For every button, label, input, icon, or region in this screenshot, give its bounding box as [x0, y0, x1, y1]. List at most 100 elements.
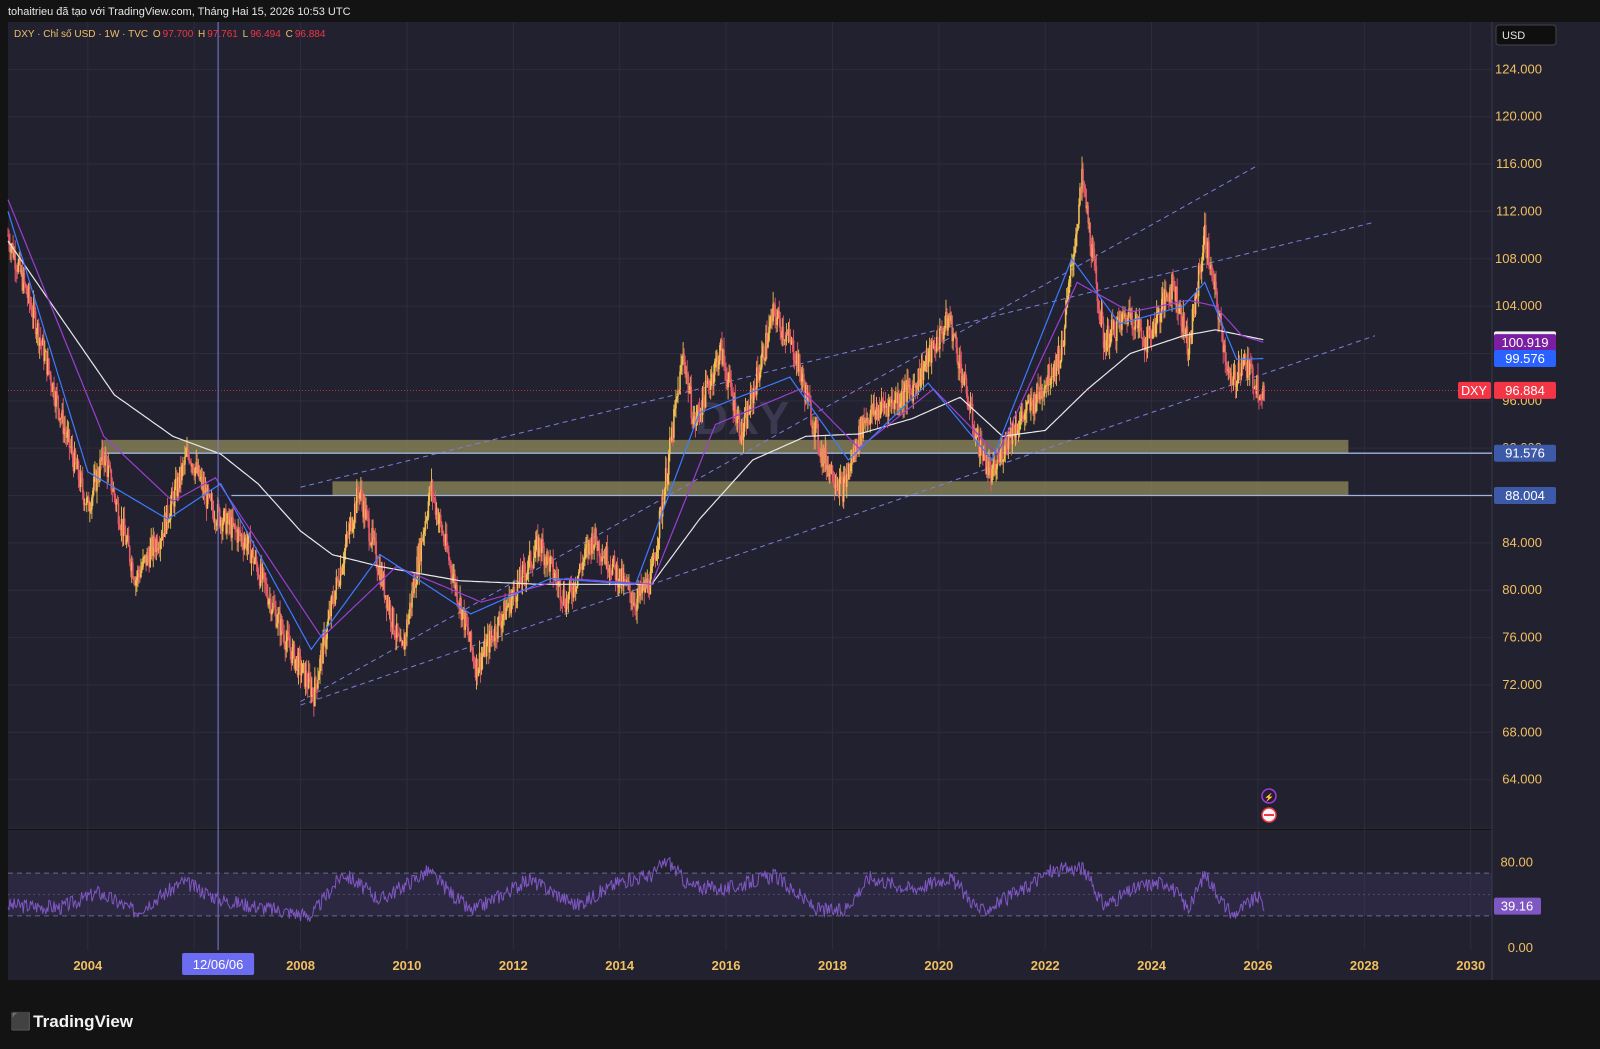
candle-body	[1077, 223, 1079, 231]
candle-body	[544, 557, 546, 565]
candle-body	[1130, 312, 1132, 319]
candle-body	[392, 608, 395, 633]
candle-body	[1068, 275, 1071, 283]
candle-body	[95, 471, 97, 491]
candle-body	[31, 315, 34, 318]
candle-body	[799, 370, 802, 382]
candle-body	[269, 598, 271, 601]
candle-body	[1140, 327, 1143, 338]
candle-body	[1054, 361, 1057, 376]
candle-body	[491, 635, 493, 638]
candle-body	[141, 567, 143, 570]
candle-body	[733, 396, 736, 411]
candle-body	[1085, 189, 1087, 209]
candle-body	[55, 391, 57, 407]
candle-body	[499, 615, 501, 624]
candle-body	[704, 380, 707, 408]
candle-body	[210, 499, 213, 501]
candle-body	[1201, 252, 1204, 262]
candle-body	[927, 351, 930, 367]
candle-body	[538, 538, 540, 557]
candle-body	[357, 487, 359, 496]
ohlc-legend[interactable]: DXY · Chỉ số USD · 1W · TVC O 97.700 H 97.…	[14, 29, 327, 40]
candle-body	[655, 552, 658, 561]
candle-body	[1174, 286, 1176, 301]
candle-body	[625, 579, 627, 585]
candle-body	[497, 617, 499, 639]
candle-body	[961, 376, 964, 383]
candle-body	[675, 399, 677, 409]
candle-body	[528, 551, 531, 558]
candle-body	[181, 465, 183, 481]
candle-body	[761, 353, 763, 368]
candle-body	[203, 483, 206, 496]
candle-body	[925, 349, 928, 363]
candle-body	[391, 608, 394, 628]
candle-body	[1226, 365, 1229, 372]
tradingview-logo[interactable]: ⬛ TradingView	[10, 1012, 133, 1032]
candle-body	[195, 462, 198, 469]
candle-body	[314, 677, 316, 706]
candle-body	[186, 449, 188, 456]
candle-body	[741, 422, 744, 441]
candle-body	[975, 436, 978, 437]
candle-body	[1006, 447, 1009, 450]
candle-body	[1262, 385, 1264, 399]
candle-body	[1029, 399, 1031, 411]
candle-body	[185, 455, 187, 457]
candle-body	[1252, 367, 1254, 388]
candle-body	[101, 447, 103, 461]
candle-body	[409, 602, 411, 614]
candle-body	[10, 246, 12, 253]
rsi-line	[7, 856, 1265, 922]
candle-body	[431, 481, 434, 498]
candle-body	[1111, 319, 1114, 330]
candle-body	[296, 656, 299, 676]
candle-body	[995, 469, 997, 475]
candle-body	[678, 389, 680, 394]
candle-body	[422, 534, 425, 542]
candle-body	[868, 422, 871, 425]
candle-body	[527, 557, 530, 571]
candle-body	[448, 552, 450, 561]
candle-body	[1119, 319, 1121, 321]
candle-body	[1020, 411, 1023, 419]
time-tick-label: 2010	[392, 958, 421, 973]
candle-body	[40, 341, 43, 346]
candle-body	[48, 358, 50, 372]
candle-body	[623, 576, 626, 580]
candle-body	[92, 490, 94, 498]
candle-body	[88, 496, 90, 512]
candle-body	[554, 573, 557, 578]
candle-body	[998, 460, 1000, 463]
candle-body	[712, 374, 715, 385]
candle-body	[47, 358, 49, 375]
candle-body	[735, 421, 738, 424]
candle-body	[1138, 319, 1141, 326]
candle-body	[406, 619, 408, 637]
candle-body	[937, 336, 939, 349]
candle-body	[1059, 360, 1062, 369]
candle-body	[212, 510, 215, 522]
candle-body	[142, 557, 144, 568]
candle-body	[1159, 313, 1162, 322]
candle-body	[370, 543, 372, 545]
candle-body	[280, 618, 282, 636]
candle-body	[1094, 259, 1097, 267]
candle-body	[288, 637, 291, 648]
candle-body	[344, 544, 347, 551]
candle-body	[578, 564, 581, 573]
candle-body	[566, 599, 569, 604]
price-tick-label: 120.000	[1495, 109, 1542, 124]
candle-body	[605, 546, 608, 565]
candle-body	[825, 448, 828, 470]
crosshair-date-badge	[182, 953, 255, 975]
candle-body	[533, 552, 536, 558]
candle-body	[756, 367, 759, 375]
candle-body	[1187, 354, 1190, 355]
candle-body	[233, 523, 235, 525]
candle-body	[567, 592, 570, 604]
candle-body	[247, 534, 250, 544]
price-pane	[8, 22, 1492, 827]
